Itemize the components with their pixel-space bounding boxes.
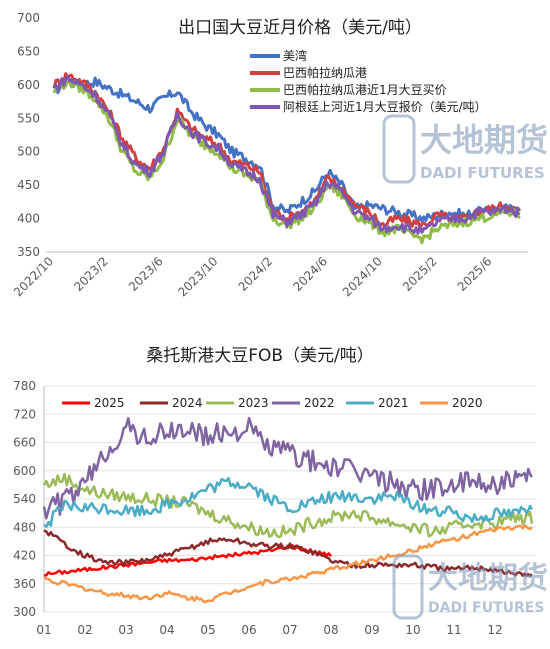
- chart-1-export-soybean-prices: 出口国大豆近月价格（美元/吨） 350 400 450 500 550 600 650 700…: [11, 11, 548, 299]
- chart-2-axes: 300 360 420 480 540 600 660 720 780 01 02 03 04 05 06 0…: [13, 379, 536, 637]
- watermark-brand-en: DADI FUTURES: [428, 600, 544, 616]
- series-line-2022: [42, 416, 533, 520]
- series-line-2021: [43, 476, 534, 528]
- y-tick-label: 780: [13, 379, 36, 393]
- chart-1-title: 出口国大豆近月价格（美元/吨）: [178, 18, 422, 38]
- legend-label: 巴西帕拉纳瓜港: [283, 65, 367, 80]
- y-tick-label: 720: [13, 407, 36, 421]
- x-tick-label: 2023/6: [126, 254, 166, 294]
- x-tick-label: 12: [487, 623, 502, 637]
- y-tick-label: 550: [17, 111, 40, 125]
- watermark-logo-icon: [382, 114, 416, 184]
- y-tick-label: 540: [13, 492, 36, 506]
- x-tick-label: 02: [77, 623, 92, 637]
- watermark-brand-cn: 大地期货: [428, 561, 548, 596]
- y-tick-label: 400: [17, 212, 40, 226]
- legend-label: 美湾: [283, 48, 307, 63]
- y-tick-label: 600: [17, 78, 40, 92]
- y-tick-label: 600: [13, 464, 36, 478]
- x-tick-label: 2025/2: [400, 254, 440, 294]
- y-tick-label: 450: [17, 178, 40, 192]
- watermark-1: 大地期货 DADI FUTURES: [382, 114, 548, 184]
- x-tick-label: 11: [446, 623, 461, 637]
- chart-2-title: 桑托斯港大豆FOB（美元/吨）: [146, 346, 374, 366]
- y-tick-label: 480: [13, 520, 36, 534]
- x-tick-label: 2022/10: [11, 254, 56, 299]
- x-tick-label: 04: [159, 623, 174, 637]
- x-tick-label: 2024/2: [236, 254, 276, 294]
- x-tick-label: 01: [36, 623, 51, 637]
- legend-label: 2022: [304, 396, 335, 410]
- x-tick-label: 08: [323, 623, 338, 637]
- x-tick-label: 05: [200, 623, 215, 637]
- legend-label: 巴西帕拉纳瓜港近1月大豆买价: [283, 82, 447, 97]
- x-tick-label: 2024/6: [290, 254, 330, 294]
- x-tick-label: 03: [118, 623, 133, 637]
- x-tick-label: 2025/6: [455, 254, 495, 294]
- y-tick-label: 650: [17, 44, 40, 58]
- legend-label: 2020: [452, 396, 483, 410]
- series-line-2020: [43, 523, 533, 604]
- legend-label: 2025: [94, 396, 125, 410]
- watermark-logo-icon: [392, 554, 424, 620]
- y-tick-label: 500: [17, 145, 40, 159]
- y-tick-label: 360: [13, 577, 36, 591]
- legend-label: 阿根廷上河近1月大豆报价（美元/吨）: [283, 99, 487, 114]
- x-tick-label: 2024/10: [340, 254, 385, 299]
- watermark-brand-en: DADI FUTURES: [420, 164, 545, 182]
- y-tick-label: 420: [13, 549, 36, 563]
- x-tick-label: 10: [405, 623, 420, 637]
- y-tick-label: 660: [13, 436, 36, 450]
- series-line-4: [52, 75, 522, 235]
- series-line-2023: [42, 472, 534, 539]
- series-line-2: [52, 72, 521, 230]
- x-tick-label: 2023/10: [175, 254, 220, 299]
- legend-label: 2021: [378, 396, 409, 410]
- legend-label: 2023: [238, 396, 269, 410]
- chart-2-legend: 2025 2024 2023 2022 2021 2020: [62, 396, 483, 410]
- x-tick-label: 07: [282, 623, 297, 637]
- chart-1-legend: 美湾巴西帕拉纳瓜港巴西帕拉纳瓜港近1月大豆买价阿根廷上河近1月大豆报价（美元/吨…: [250, 48, 487, 114]
- y-tick-label: 700: [17, 11, 40, 25]
- watermark-brand-cn: 大地期货: [420, 121, 548, 159]
- x-tick-label: 09: [364, 623, 379, 637]
- watermark-2: 大地期货 DADI FUTURES: [392, 554, 548, 620]
- series-line-2025: [43, 544, 332, 577]
- chart-1-series: [52, 72, 522, 245]
- y-tick-label: 300: [13, 605, 36, 619]
- y-tick-label: 350: [17, 245, 40, 259]
- series-line-2024: [43, 529, 533, 578]
- x-tick-label: 06: [241, 623, 256, 637]
- x-tick-label: 2023/2: [71, 254, 111, 294]
- legend-label: 2024: [172, 396, 203, 410]
- chart-2-series: [42, 416, 534, 604]
- chart-2-santos-fob: 桑托斯港大豆FOB（美元/吨） 300 360 420 480 540 600 660 720…: [13, 346, 548, 637]
